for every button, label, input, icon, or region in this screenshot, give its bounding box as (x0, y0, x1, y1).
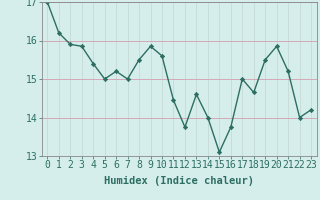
X-axis label: Humidex (Indice chaleur): Humidex (Indice chaleur) (104, 176, 254, 186)
